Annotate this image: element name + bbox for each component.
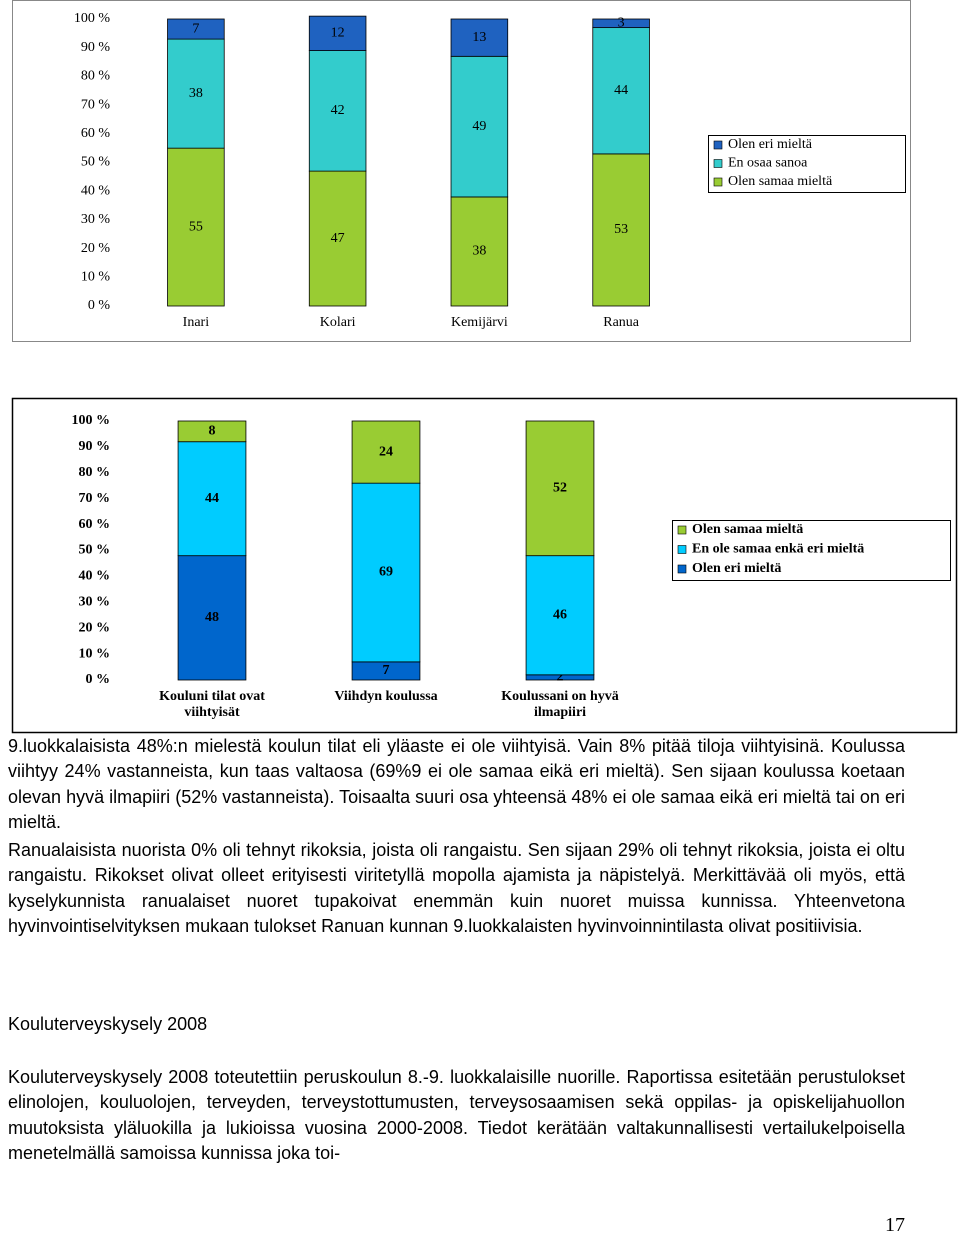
data-label: 7	[383, 663, 390, 678]
data-label: 2	[557, 670, 564, 685]
y-tick-label: 10 %	[79, 646, 111, 661]
x-tick-label-box: Koulussani on hyvä ilmapiiri	[501, 689, 619, 720]
bar-segment	[167, 38, 225, 149]
x-tick-label-box: Kouluni tilat ovat viihtyisät	[159, 689, 265, 720]
bar-segment	[450, 196, 509, 307]
chart-frame	[12, 0, 911, 342]
legend-label: En osaa sanoa	[728, 156, 808, 171]
bar-segment	[592, 18, 650, 29]
x-tick-label: Inari	[183, 315, 210, 330]
data-label: 55	[189, 219, 203, 234]
data-label: 38	[472, 244, 486, 259]
data-label: 3	[618, 16, 625, 31]
bar-segment	[177, 420, 247, 443]
legend-label: Olen eri mieltä	[692, 561, 781, 576]
y-tick-label: 40 %	[79, 569, 111, 584]
data-label: 48	[205, 610, 219, 625]
y-tick-label: 20 %	[79, 620, 111, 635]
data-label: 46	[553, 607, 567, 622]
legend-box	[708, 135, 906, 193]
bar-segment	[450, 55, 509, 198]
legend-label: Olen samaa mieltä	[692, 522, 803, 537]
bar-segment	[308, 15, 367, 51]
legend-swatch	[713, 140, 723, 150]
paragraph: Kouluterveyskysely 2008 toteutettiin per…	[8, 1067, 905, 1163]
legend-swatch	[677, 525, 687, 535]
heading: Kouluterveyskysely 2008	[8, 1014, 208, 1034]
legend-label: En ole samaa enkä eri mieltä	[692, 542, 864, 557]
bar-segment	[308, 170, 367, 307]
data-label: 53	[614, 222, 628, 237]
data-label: 47	[331, 231, 345, 246]
bar-segment	[351, 420, 421, 484]
y-tick-label: 50 %	[81, 155, 111, 170]
y-tick-label: 0 %	[88, 298, 111, 313]
bar-segment	[177, 555, 247, 681]
x-tick-label: Viihdyn koulussa	[334, 689, 438, 704]
bar-segment	[525, 420, 595, 557]
y-tick-label: 60 %	[79, 517, 111, 532]
x-tick-label: Ranua	[603, 315, 640, 330]
bar-segment	[525, 555, 595, 676]
y-tick-label: 100 %	[72, 413, 111, 428]
data-label: 49	[472, 119, 486, 134]
data-label: 69	[379, 565, 393, 580]
data-label: 7	[192, 21, 199, 36]
y-tick-label: 90 %	[79, 439, 111, 454]
data-label: 42	[331, 103, 345, 118]
y-tick-label: 0 %	[86, 672, 111, 687]
y-tick-label: 70 %	[79, 491, 111, 506]
data-label: 13	[472, 30, 486, 45]
data-label: 12	[331, 26, 345, 41]
y-tick-label: 30 %	[79, 595, 111, 610]
chart-frame	[11, 397, 958, 734]
data-label: 52	[553, 481, 567, 496]
bar-segment	[308, 50, 367, 172]
legend-swatch	[677, 545, 687, 554]
y-tick-label: 80 %	[81, 69, 111, 84]
y-tick-label: 30 %	[81, 212, 111, 227]
bar-segment	[177, 441, 247, 557]
page-number: 17	[885, 1214, 905, 1236]
paragraph: Ranualaisista nuorista 0% oli tehnyt rik…	[8, 840, 905, 936]
legend-box	[672, 520, 951, 581]
bar-segment	[167, 18, 225, 40]
y-tick-label: 20 %	[81, 241, 111, 256]
y-tick-label: 60 %	[81, 126, 111, 141]
x-tick-label: Kolari	[320, 315, 356, 330]
x-tick-label-box: Viihdyn koulussa	[334, 689, 438, 704]
data-label: 38	[189, 86, 203, 101]
x-tick-label: Koulussani on hyvä ilmapiiri	[501, 689, 619, 720]
legend-label: Olen eri mieltä	[728, 137, 813, 152]
y-tick-label: 10 %	[81, 270, 111, 285]
data-label: 44	[205, 491, 219, 506]
legend-swatch	[677, 564, 687, 574]
y-tick-label: 40 %	[81, 183, 111, 198]
y-tick-label: 80 %	[79, 465, 111, 480]
data-label: 44	[614, 83, 628, 98]
bar-segment	[592, 153, 650, 307]
x-tick-label: Kouluni tilat ovat viihtyisät	[159, 689, 265, 720]
legend-swatch	[713, 159, 723, 168]
legend-swatch	[713, 177, 723, 187]
bar-segment	[450, 18, 509, 57]
data-label: 8	[209, 424, 216, 439]
data-label: 24	[379, 444, 393, 459]
bar-segment	[351, 482, 421, 663]
legend-label: Olen samaa mieltä	[728, 174, 833, 189]
y-tick-label: 90 %	[81, 40, 111, 55]
bar-segment	[167, 147, 225, 307]
y-tick-label: 100 %	[74, 11, 111, 26]
paragraph: 9.luokkalaisista 48%:n mielestä koulun t…	[8, 736, 905, 832]
x-tick-label: Kemijärvi	[451, 315, 508, 330]
charts: 0 %10 %20 %30 %40 %50 %60 %70 %80 %90 %1…	[11, 0, 958, 734]
y-tick-label: 50 %	[79, 543, 111, 558]
bar-segment	[592, 27, 650, 155]
y-tick-label: 70 %	[81, 97, 111, 112]
